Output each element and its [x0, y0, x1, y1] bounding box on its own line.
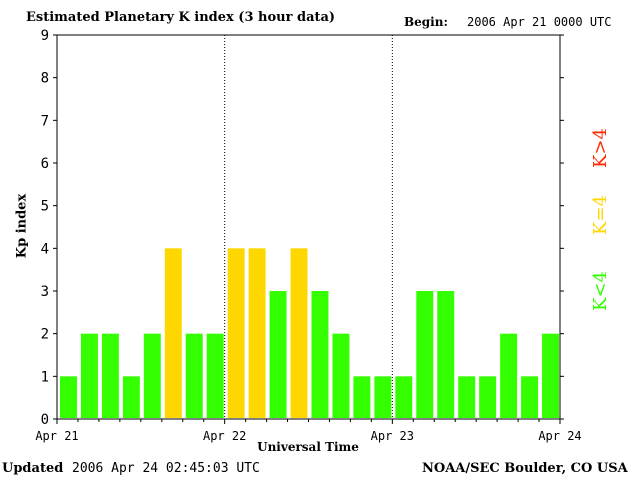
- updated-label: Updated: [2, 461, 64, 476]
- y-tick-label: 7: [41, 113, 49, 129]
- kp-bar: [437, 291, 455, 418]
- kp-bar: [290, 248, 308, 418]
- kp-bar: [248, 248, 266, 418]
- kp-bar: [416, 291, 434, 418]
- y-tick-label: 6: [41, 156, 49, 172]
- kp-bar: [122, 376, 140, 418]
- legend-k-equal-4: K=4: [590, 195, 611, 235]
- kp-bar: [60, 376, 77, 418]
- y-tick-label: 1: [41, 369, 49, 385]
- kp-bar: [542, 333, 559, 418]
- kp-bar: [521, 376, 539, 418]
- y-tick-label: 8: [41, 71, 49, 87]
- credit-text: NOAA/SEC Boulder, CO USA: [422, 461, 628, 476]
- kp-bar: [101, 333, 119, 418]
- x-axis-label: Universal Time: [257, 440, 359, 454]
- kp-bar: [395, 376, 413, 418]
- kp-bar: [143, 333, 161, 418]
- kp-bar: [164, 248, 182, 418]
- kp-bar: [206, 333, 224, 418]
- begin-label: Begin:: [404, 15, 448, 29]
- y-tick-label: 9: [41, 28, 49, 44]
- plot-frame: [56, 34, 561, 420]
- y-axis-label: Kp index: [14, 193, 30, 259]
- y-tick-label: 4: [41, 241, 49, 257]
- chart-title: Estimated Planetary K index (3 hour data…: [26, 10, 336, 25]
- legend-k-below-4: K<4: [590, 271, 611, 311]
- kp-bar: [185, 333, 203, 418]
- kp-bar: [80, 333, 98, 418]
- kp-bar: [458, 376, 476, 418]
- kp-bar: [479, 376, 497, 418]
- updated-value: 2006 Apr 24 02:45:03 UTC: [72, 461, 260, 476]
- x-tick-label: Apr 24: [538, 429, 581, 443]
- x-tick-label: Apr 21: [35, 429, 78, 443]
- kp-bar: [353, 376, 371, 418]
- begin-value: 2006 Apr 21 0000 UTC: [467, 15, 612, 29]
- y-tick-label: 0: [41, 412, 49, 428]
- kp-bar: [269, 291, 287, 418]
- legend-k-above-4: K>4: [590, 128, 611, 168]
- kp-bar: [500, 333, 518, 418]
- kp-bar: [332, 333, 350, 418]
- x-tick-label: Apr 22: [203, 429, 246, 443]
- y-tick-label: 5: [41, 199, 49, 215]
- y-tick-label: 2: [41, 327, 49, 343]
- y-tick-label: 3: [41, 284, 49, 300]
- kp-bar: [227, 248, 245, 418]
- kp-bar: [374, 376, 392, 418]
- x-tick-label: Apr 23: [371, 429, 414, 443]
- kp-bar: [311, 291, 329, 418]
